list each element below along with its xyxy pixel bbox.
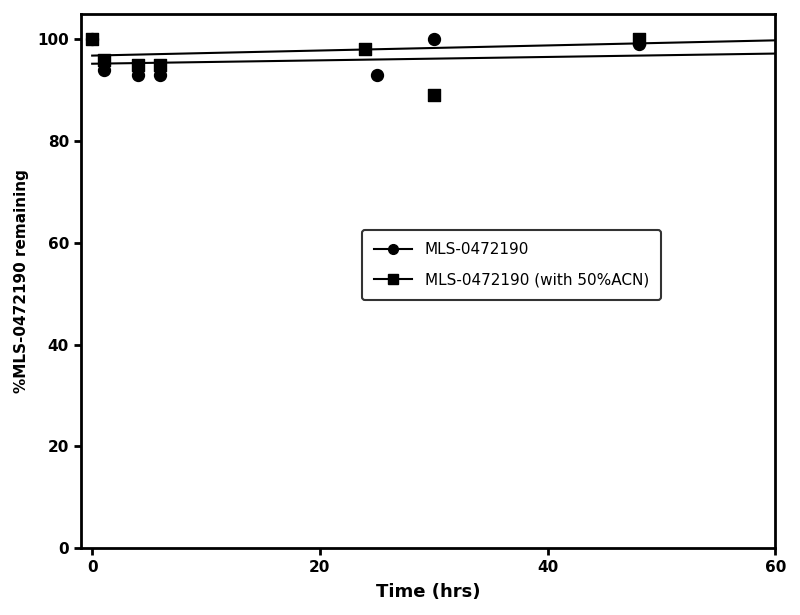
- X-axis label: Time (hrs): Time (hrs): [376, 583, 480, 601]
- Y-axis label: %MLS-0472190 remaining: %MLS-0472190 remaining: [14, 169, 29, 393]
- Point: [97, 65, 110, 75]
- Point: [131, 70, 144, 80]
- Point: [370, 70, 383, 80]
- Point: [427, 90, 440, 100]
- Legend: MLS-0472190, MLS-0472190 (with 50%ACN): MLS-0472190, MLS-0472190 (with 50%ACN): [362, 230, 661, 300]
- Point: [154, 70, 167, 80]
- Point: [86, 34, 98, 44]
- Point: [632, 39, 645, 49]
- Point: [427, 34, 440, 44]
- Point: [131, 60, 144, 69]
- Point: [359, 44, 372, 54]
- Point: [154, 60, 167, 69]
- Point: [632, 34, 645, 44]
- Point: [97, 55, 110, 65]
- Point: [86, 34, 98, 44]
